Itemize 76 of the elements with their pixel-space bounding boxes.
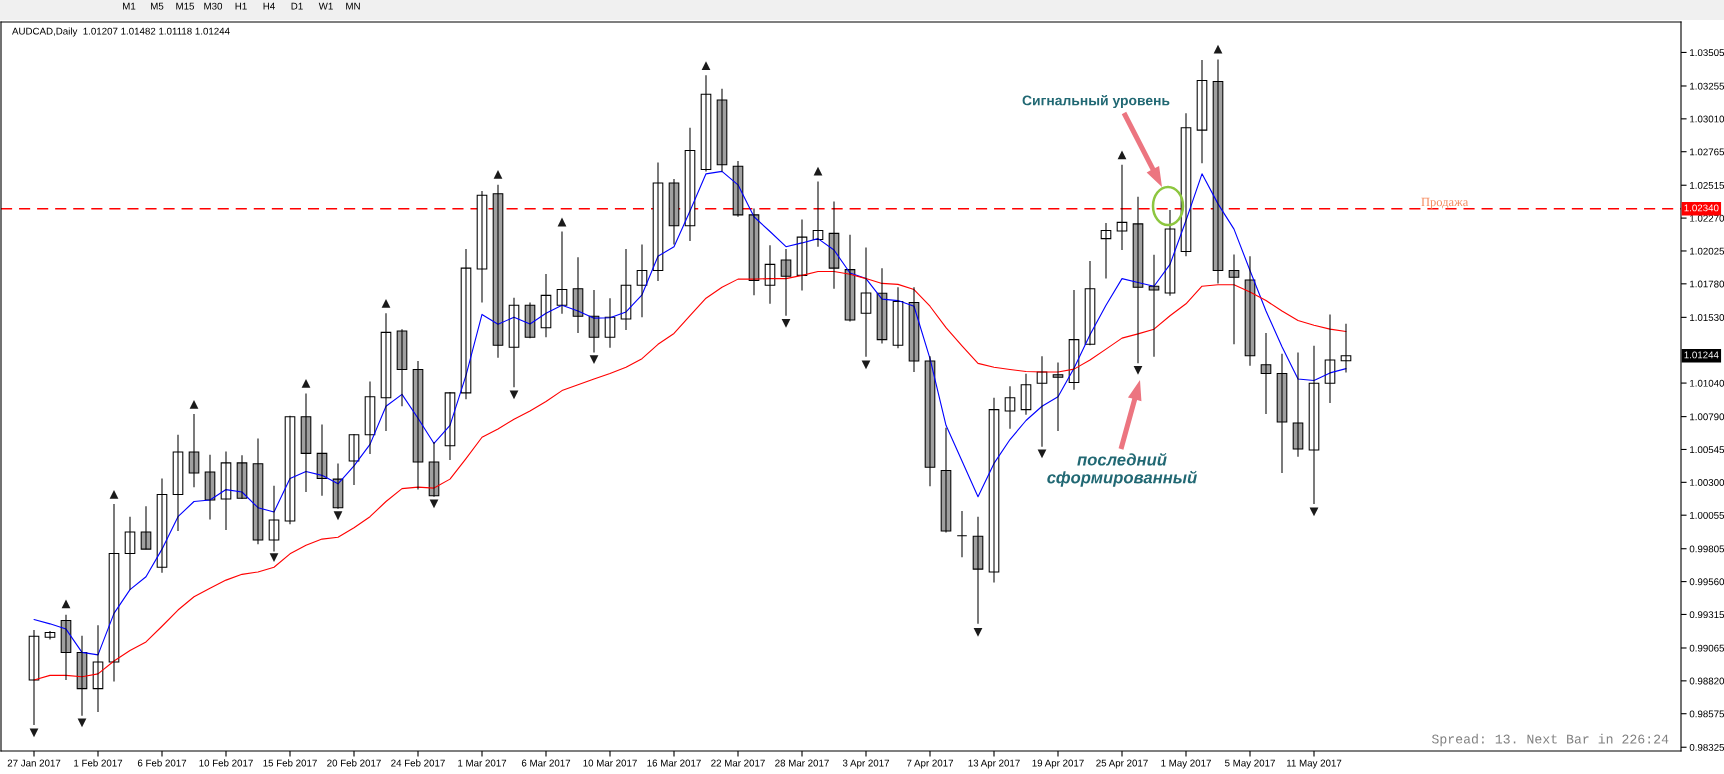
y-tick-label: 0.98820	[1689, 677, 1724, 685]
y-tick-label: 0.99315	[1689, 611, 1724, 619]
y-tick-label: 1.00300	[1690, 479, 1724, 486]
text: W1	[318, 2, 333, 10]
text: H4	[263, 2, 275, 10]
y-tick-label: 1.02025	[1690, 247, 1724, 255]
x-tick-label: 28 Mar 2017	[775, 759, 829, 767]
x-tick-label: 25 Apr 2017	[1096, 759, 1148, 769]
y-tick-label: 1.00790	[1690, 413, 1724, 421]
point	[493, 169, 503, 179]
text: M5	[151, 2, 164, 10]
y-tick-label: 1.03505	[1690, 49, 1724, 57]
y-tick-label: 0.99065	[1689, 644, 1724, 652]
annotation: последний сформированный	[1047, 452, 1197, 487]
y-tick-label: 1.01040	[1690, 379, 1724, 387]
point	[61, 599, 71, 609]
point	[861, 360, 871, 370]
x-tick-label: 15 Feb 2017	[263, 759, 317, 767]
point	[381, 299, 391, 308]
annotation: Сигнальный уровень	[1022, 94, 1170, 109]
point	[333, 511, 343, 521]
x-tick-label: 6 Feb 2017	[137, 759, 187, 767]
text: MN	[346, 2, 360, 10]
line-series	[33, 170, 1347, 656]
x-tick-label: 24 Feb 2017	[391, 759, 445, 767]
x-tick-label: 19 Apr 2017	[1032, 759, 1084, 769]
text: M1	[123, 2, 136, 10]
y-tick-label: 1.00055	[1690, 511, 1724, 519]
point	[189, 400, 199, 409]
x-tick-label: 1 Mar 2017	[458, 759, 507, 767]
point	[1133, 366, 1143, 375]
candlestick	[956, 510, 968, 558]
text: 1.02340	[1684, 204, 1719, 212]
point	[301, 378, 311, 388]
y-tick-label: 0.99560	[1689, 578, 1724, 586]
x-tick-label: 11 May 2017	[1287, 759, 1342, 769]
text: 1.01244	[1684, 351, 1719, 359]
point	[509, 390, 519, 400]
point	[269, 553, 279, 563]
x-tick-label: 5 May 2017	[1224, 759, 1275, 769]
text: Spread: 13. Next Bar in 226:24	[1431, 733, 1669, 747]
text: H1	[235, 2, 247, 10]
text: D1	[291, 2, 303, 10]
point	[973, 628, 983, 637]
y-tick-label: 1.03010	[1690, 115, 1724, 123]
point	[781, 319, 791, 328]
y-tick-label: 0.98575	[1689, 710, 1724, 718]
y-tick-label: 1.03255	[1690, 82, 1724, 90]
x-tick-label: 1 May 2017	[1161, 759, 1211, 769]
y-tick-label: 1.01780	[1690, 280, 1724, 288]
x-tick-label: 7 Apr 2017	[906, 759, 954, 769]
y-tick-label: 1.01530	[1690, 314, 1724, 321]
x-tick-label: 27 Jan 2017	[7, 759, 61, 767]
point	[1117, 150, 1127, 160]
point	[701, 61, 711, 71]
x-tick-label: 10 Feb 2017	[199, 759, 253, 767]
x-tick-label: 16 Mar 2017	[647, 759, 701, 767]
text: AUDCAD,Daily 1.01207 1.01482 1.01118 1.01244	[12, 27, 230, 37]
x-tick-label: 22 Mar 2017	[711, 759, 765, 767]
y-tick-label: 1.02515	[1690, 181, 1724, 189]
y-tick-label: 0.98325	[1689, 743, 1724, 751]
y-tick-label: 1.00545	[1690, 446, 1724, 454]
y-tick-label: 0.99805	[1689, 545, 1724, 553]
point	[109, 490, 119, 499]
text: M30	[204, 2, 223, 10]
x-tick-label: 3 Apr 2017	[842, 759, 890, 769]
x-tick-label: 20 Feb 2017	[327, 759, 381, 767]
point	[589, 355, 599, 364]
y-tick-label: 1.02765	[1690, 148, 1724, 156]
x-tick-label: 1 Feb 2017	[74, 759, 123, 767]
y-tick-label: 1.02270	[1690, 214, 1724, 222]
x-tick-label: 13 Apr 2017	[968, 759, 1020, 769]
x-tick-label: 6 Mar 2017	[521, 759, 571, 767]
x-tick-label: 10 Mar 2017	[583, 759, 637, 767]
ref-line-label: Продажа	[1421, 197, 1469, 209]
text: M15	[176, 2, 195, 10]
